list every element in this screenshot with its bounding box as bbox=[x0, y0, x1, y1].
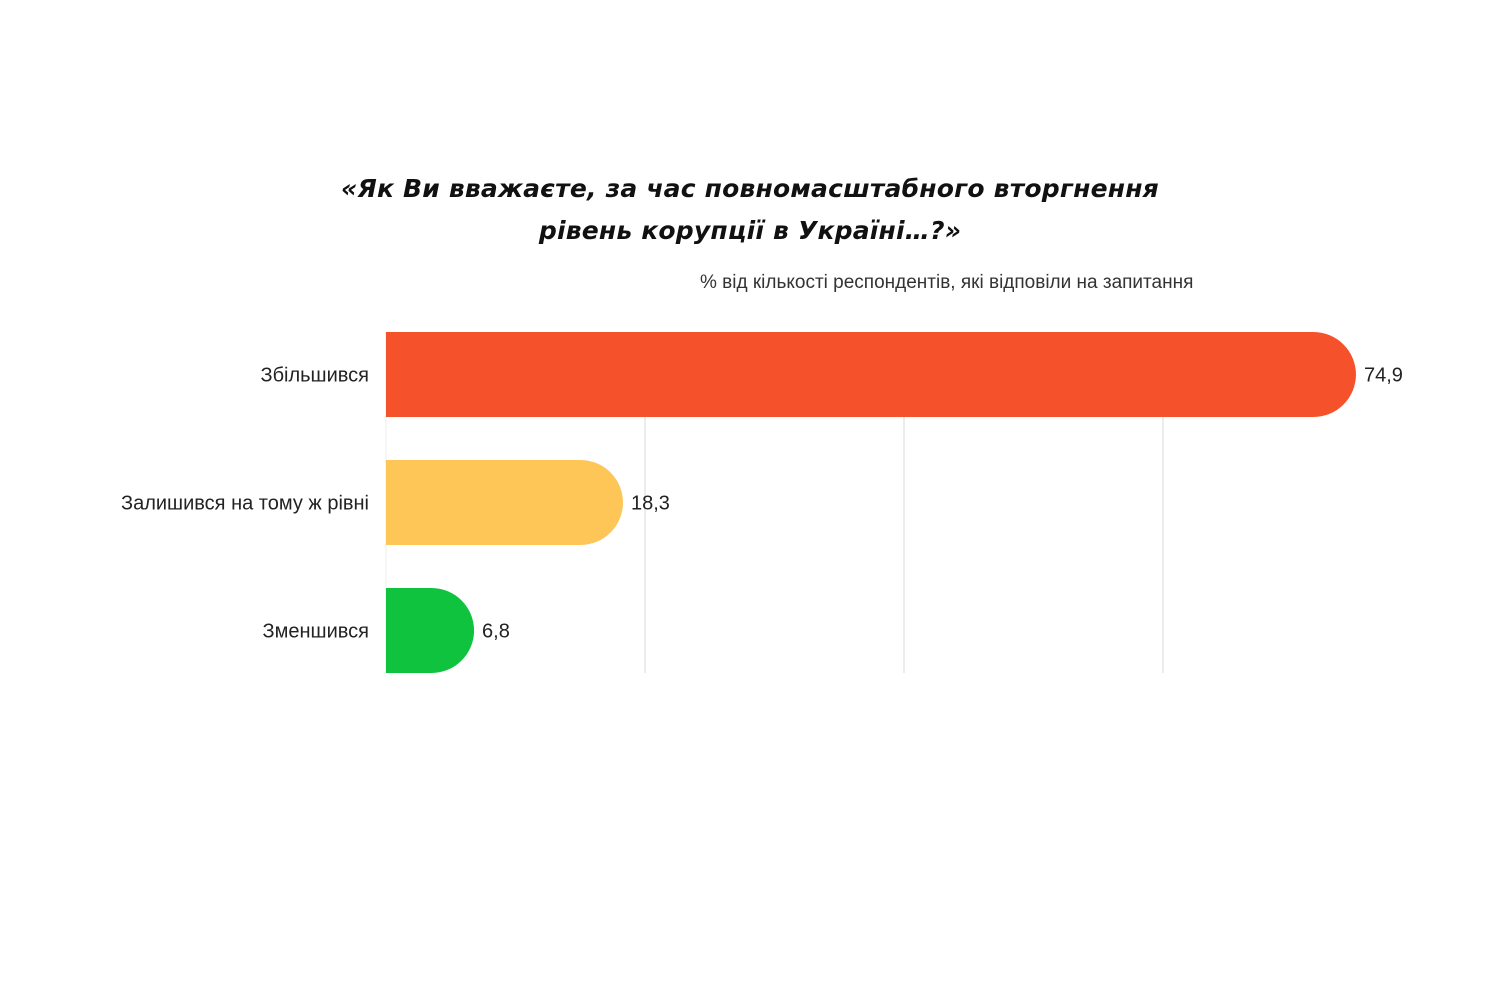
category-label: Зменшився bbox=[263, 621, 369, 643]
bar-2 bbox=[386, 460, 623, 545]
value-label: 74,9 bbox=[1364, 365, 1403, 387]
chart-title: «Як Ви вважаєте, за час повномасштабного… bbox=[0, 168, 1500, 252]
chart-subtitle: % від кількості респондентів, які відпов… bbox=[700, 272, 1194, 293]
category-label: Збільшився bbox=[260, 365, 369, 387]
chart-title-line-2: рівень корупції в Україні…?» bbox=[538, 216, 962, 245]
chart-title-line-1: «Як Ви вважаєте, за час повномасштабного… bbox=[341, 174, 1159, 203]
bar-3 bbox=[386, 588, 475, 673]
value-label: 18,3 bbox=[631, 493, 670, 515]
category-label: Залишився на тому ж рівні bbox=[121, 493, 369, 515]
bar-1 bbox=[386, 332, 1356, 417]
value-label: 6,8 bbox=[482, 621, 510, 643]
